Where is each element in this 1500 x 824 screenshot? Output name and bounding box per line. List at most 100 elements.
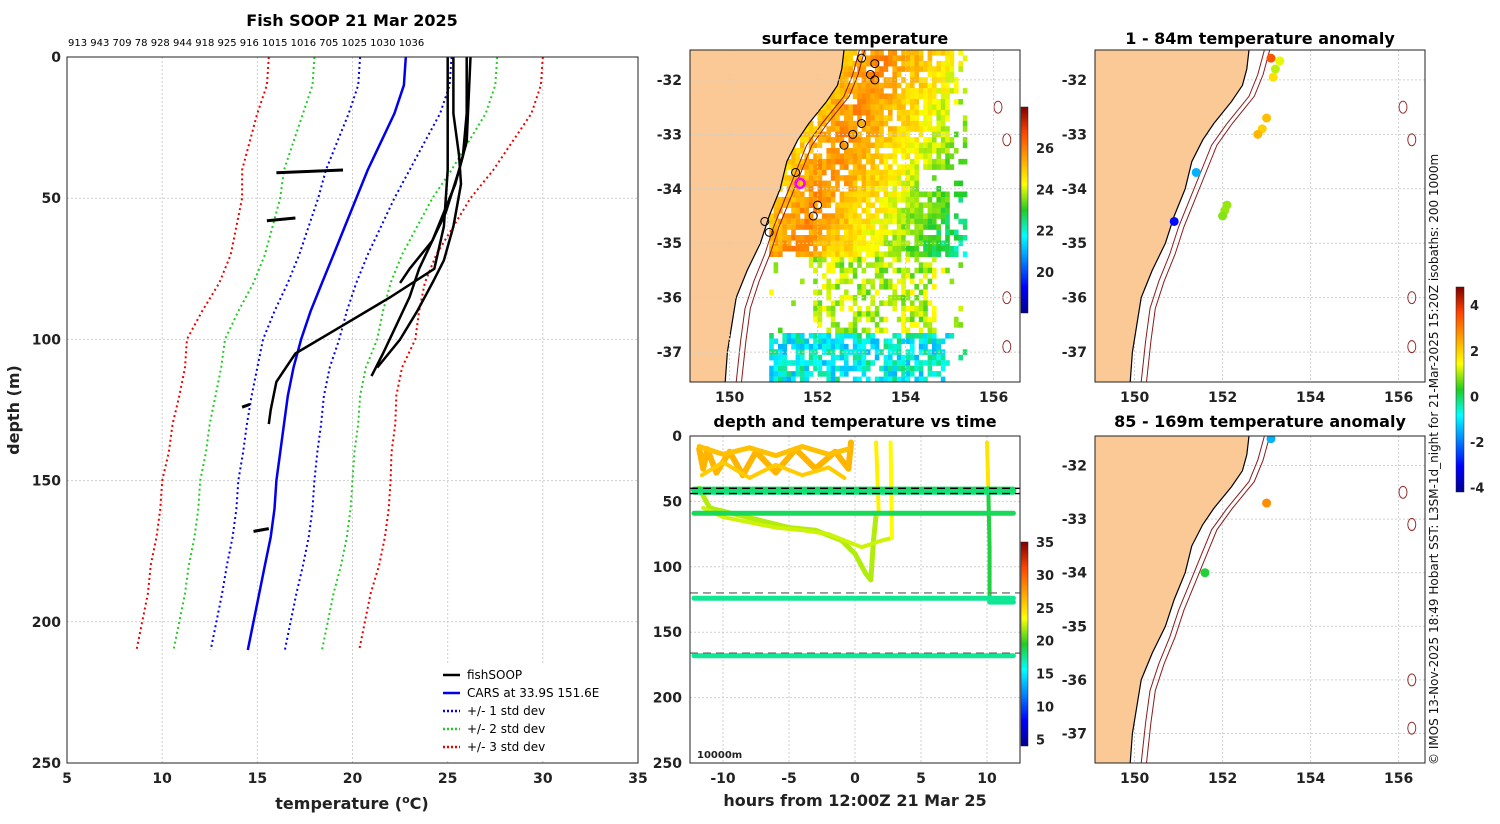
sst-cell [791, 153, 796, 159]
anomaly-deep-xtick-label: 150 [1120, 771, 1149, 787]
sst-cell [848, 218, 853, 225]
sst-cell [874, 137, 880, 143]
sst-cell [848, 169, 853, 176]
sst-cell [918, 278, 924, 285]
sst-cell [866, 365, 871, 372]
sst-cell [874, 229, 880, 236]
sst-cell [954, 235, 959, 241]
sst-cell [874, 191, 880, 198]
sst-cell [879, 104, 884, 110]
sst-cell [857, 343, 862, 350]
sst-cell [923, 153, 928, 159]
sst-cell [813, 169, 818, 176]
sst-cell [896, 267, 902, 274]
profile-xtick-label: 10 [152, 771, 172, 787]
anomaly-shallow-box [1094, 49, 1426, 383]
sst-cell [804, 202, 809, 208]
sst-cell [786, 371, 792, 377]
sst-cell [879, 267, 884, 274]
sst-cell [852, 360, 858, 366]
sst-cell [826, 376, 831, 382]
sst-cell [954, 213, 959, 219]
sst-cell [870, 235, 875, 241]
sst-cell [857, 71, 862, 78]
sst-cell [866, 126, 871, 132]
sst-cell [945, 109, 950, 116]
sst-cell [874, 131, 880, 138]
time-colorbar-label: 35 [1036, 536, 1054, 551]
track-point-marker [857, 118, 867, 128]
sst-cell [817, 251, 823, 257]
sst-cell [888, 180, 893, 187]
sst-cell [940, 164, 946, 170]
sst-ytick-label: -32 [657, 73, 682, 89]
sst-cell [861, 175, 867, 181]
sst-cell [910, 202, 915, 208]
sst-cell [914, 148, 919, 154]
sst-cell [914, 365, 919, 372]
sst-cell [932, 175, 937, 181]
legend-label: CARS at 33.9S 151.6E [467, 686, 599, 700]
sst-cell [804, 251, 809, 257]
sst-cell [888, 262, 893, 268]
sst-cell [901, 224, 906, 230]
sst-cell [927, 300, 933, 306]
sst-colorbar-label: 20 [1036, 266, 1054, 281]
sst-cell [888, 338, 893, 345]
sst-cell [835, 224, 840, 230]
sst-cell [822, 273, 827, 279]
sst-cell [896, 224, 902, 230]
sst-cell [795, 349, 801, 355]
sst-cell [857, 229, 862, 236]
sst-cell [932, 327, 937, 334]
sst-cell [782, 175, 787, 181]
sst-cell [844, 278, 849, 285]
sst-cell [892, 60, 897, 67]
sst-cell [932, 360, 937, 366]
sst-cell [896, 82, 902, 89]
sst-cell [874, 289, 880, 296]
sst-cell [795, 148, 801, 154]
sst-cell [896, 55, 902, 61]
sst-cell [795, 158, 801, 165]
sst-cell [918, 153, 924, 159]
sst-cell [852, 93, 858, 100]
sst-cell [910, 213, 915, 219]
sst-cell [808, 169, 814, 176]
sst-cell [822, 245, 827, 252]
sst-cell [910, 207, 915, 214]
sst-cell [883, 66, 889, 72]
sst-cell [795, 197, 801, 203]
sst-cell [940, 82, 946, 89]
sst-cell [870, 50, 875, 56]
sst-cell [932, 88, 937, 94]
sst-cell [861, 371, 867, 377]
sst-cell [945, 202, 950, 208]
sst-cell [786, 338, 792, 345]
anomaly-deep-ticks: 150 152 154 156-32-33-34-35-36-37 [1062, 458, 1414, 787]
sst-cell [804, 224, 809, 230]
sst-cell [958, 235, 963, 241]
sst-cell [844, 126, 849, 132]
sst-cell [879, 175, 884, 181]
sst-cell [940, 126, 946, 132]
sst-cell [901, 115, 906, 121]
sst-cell [910, 322, 915, 328]
sst-cell [835, 376, 840, 382]
sst-cell [936, 88, 941, 94]
sst-cell [918, 311, 924, 317]
sst-cell [879, 327, 884, 334]
sst-cell [918, 327, 924, 334]
sst-cell [830, 191, 836, 198]
sst-cell [835, 131, 840, 138]
sst-cell [804, 371, 809, 377]
sst-cell [839, 218, 845, 225]
sst-cell [945, 137, 950, 143]
sst-cell [857, 218, 862, 225]
sst-cell [905, 115, 911, 121]
profile-xtick-label: 20 [343, 771, 363, 787]
sst-cell [927, 207, 933, 214]
sst-cell [822, 284, 827, 290]
anomaly-point [1266, 436, 1276, 444]
time-ytick-label: 100 [653, 560, 682, 576]
